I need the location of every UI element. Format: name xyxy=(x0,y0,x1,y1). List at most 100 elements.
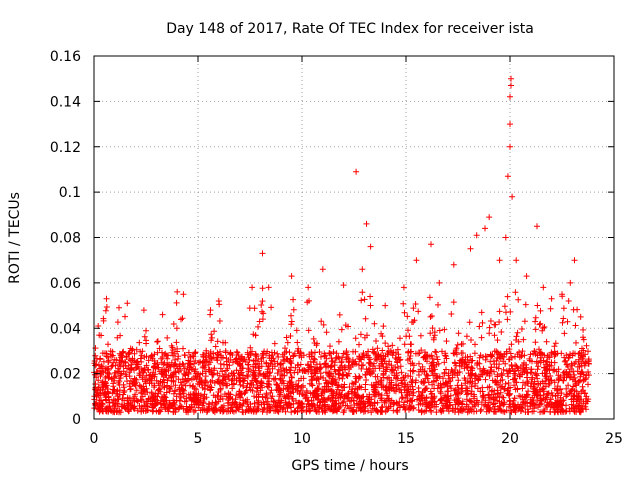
data-point xyxy=(223,382,230,389)
data-point xyxy=(210,407,217,414)
data-point xyxy=(297,400,304,407)
data-point xyxy=(361,296,368,303)
data-point xyxy=(454,369,461,376)
data-point xyxy=(291,369,298,376)
x-tick-label: 25 xyxy=(605,431,623,447)
data-point xyxy=(571,257,578,264)
data-point xyxy=(278,397,285,404)
data-point xyxy=(192,366,199,373)
data-point xyxy=(371,360,377,367)
data-point xyxy=(401,341,408,348)
data-point xyxy=(429,367,436,374)
data-point xyxy=(127,366,134,373)
data-point xyxy=(165,367,172,374)
data-point xyxy=(303,394,310,401)
data-point xyxy=(493,364,500,371)
data-point xyxy=(102,367,109,374)
data-point xyxy=(233,348,240,355)
data-point xyxy=(244,399,251,406)
data-point xyxy=(276,386,283,393)
data-point xyxy=(437,407,444,413)
data-point xyxy=(400,284,407,291)
data-point xyxy=(168,383,175,390)
data-point xyxy=(340,398,347,405)
data-point xyxy=(236,388,243,395)
data-point xyxy=(578,368,585,375)
data-point xyxy=(560,315,567,322)
data-point xyxy=(356,354,363,361)
data-point xyxy=(175,353,182,360)
data-point xyxy=(230,381,237,388)
data-point xyxy=(139,393,146,400)
data-point xyxy=(105,357,112,364)
data-point xyxy=(345,362,352,369)
data-point xyxy=(322,352,329,359)
data-point xyxy=(104,388,111,395)
data-point xyxy=(330,388,337,395)
data-point xyxy=(102,391,109,398)
data-point xyxy=(180,386,186,393)
data-point xyxy=(371,320,378,327)
data-point xyxy=(488,388,495,395)
data-point xyxy=(410,404,417,411)
data-point xyxy=(187,361,194,368)
data-point xyxy=(173,339,180,346)
data-point xyxy=(351,360,357,366)
data-point xyxy=(567,279,574,286)
data-point xyxy=(435,360,442,367)
data-point xyxy=(531,348,538,355)
data-point xyxy=(111,374,117,381)
data-point xyxy=(486,330,493,337)
data-point xyxy=(306,364,313,371)
data-point xyxy=(123,373,130,380)
data-point xyxy=(384,375,391,382)
data-point xyxy=(195,394,202,401)
data-point xyxy=(449,374,456,381)
data-point xyxy=(236,375,243,382)
data-point xyxy=(496,257,503,264)
data-point xyxy=(286,388,292,395)
data-point xyxy=(389,352,396,359)
data-point xyxy=(366,365,373,372)
data-point xyxy=(504,370,511,377)
data-point xyxy=(384,392,390,399)
data-point xyxy=(344,402,351,409)
data-point xyxy=(536,321,543,328)
data-point xyxy=(258,302,265,308)
data-point xyxy=(164,382,171,389)
data-point xyxy=(547,305,554,312)
data-point xyxy=(103,382,110,389)
data-point xyxy=(368,409,375,416)
data-point xyxy=(286,349,293,356)
data-point xyxy=(445,408,452,415)
data-point xyxy=(97,387,104,394)
data-point xyxy=(543,365,550,372)
data-point xyxy=(268,395,275,402)
data-point xyxy=(134,363,141,370)
data-point xyxy=(440,407,447,414)
data-point xyxy=(346,398,353,405)
data-point xyxy=(539,351,546,358)
data-point xyxy=(249,284,256,291)
data-point xyxy=(244,372,250,379)
data-point xyxy=(208,369,215,376)
data-point xyxy=(268,357,275,364)
data-point xyxy=(512,289,519,296)
data-point xyxy=(102,378,109,385)
data-point xyxy=(282,408,289,415)
data-point xyxy=(172,382,179,389)
data-point xyxy=(410,305,417,312)
data-point xyxy=(540,325,546,331)
data-point xyxy=(401,399,408,406)
data-point xyxy=(116,409,122,416)
data-point xyxy=(558,390,565,397)
data-point xyxy=(410,362,417,369)
data-point xyxy=(372,350,379,357)
data-point xyxy=(346,384,353,390)
data-point xyxy=(476,354,483,361)
data-point xyxy=(314,375,321,382)
data-point xyxy=(390,366,397,373)
data-point xyxy=(556,376,563,383)
data-point xyxy=(115,365,122,372)
data-point xyxy=(160,376,167,383)
